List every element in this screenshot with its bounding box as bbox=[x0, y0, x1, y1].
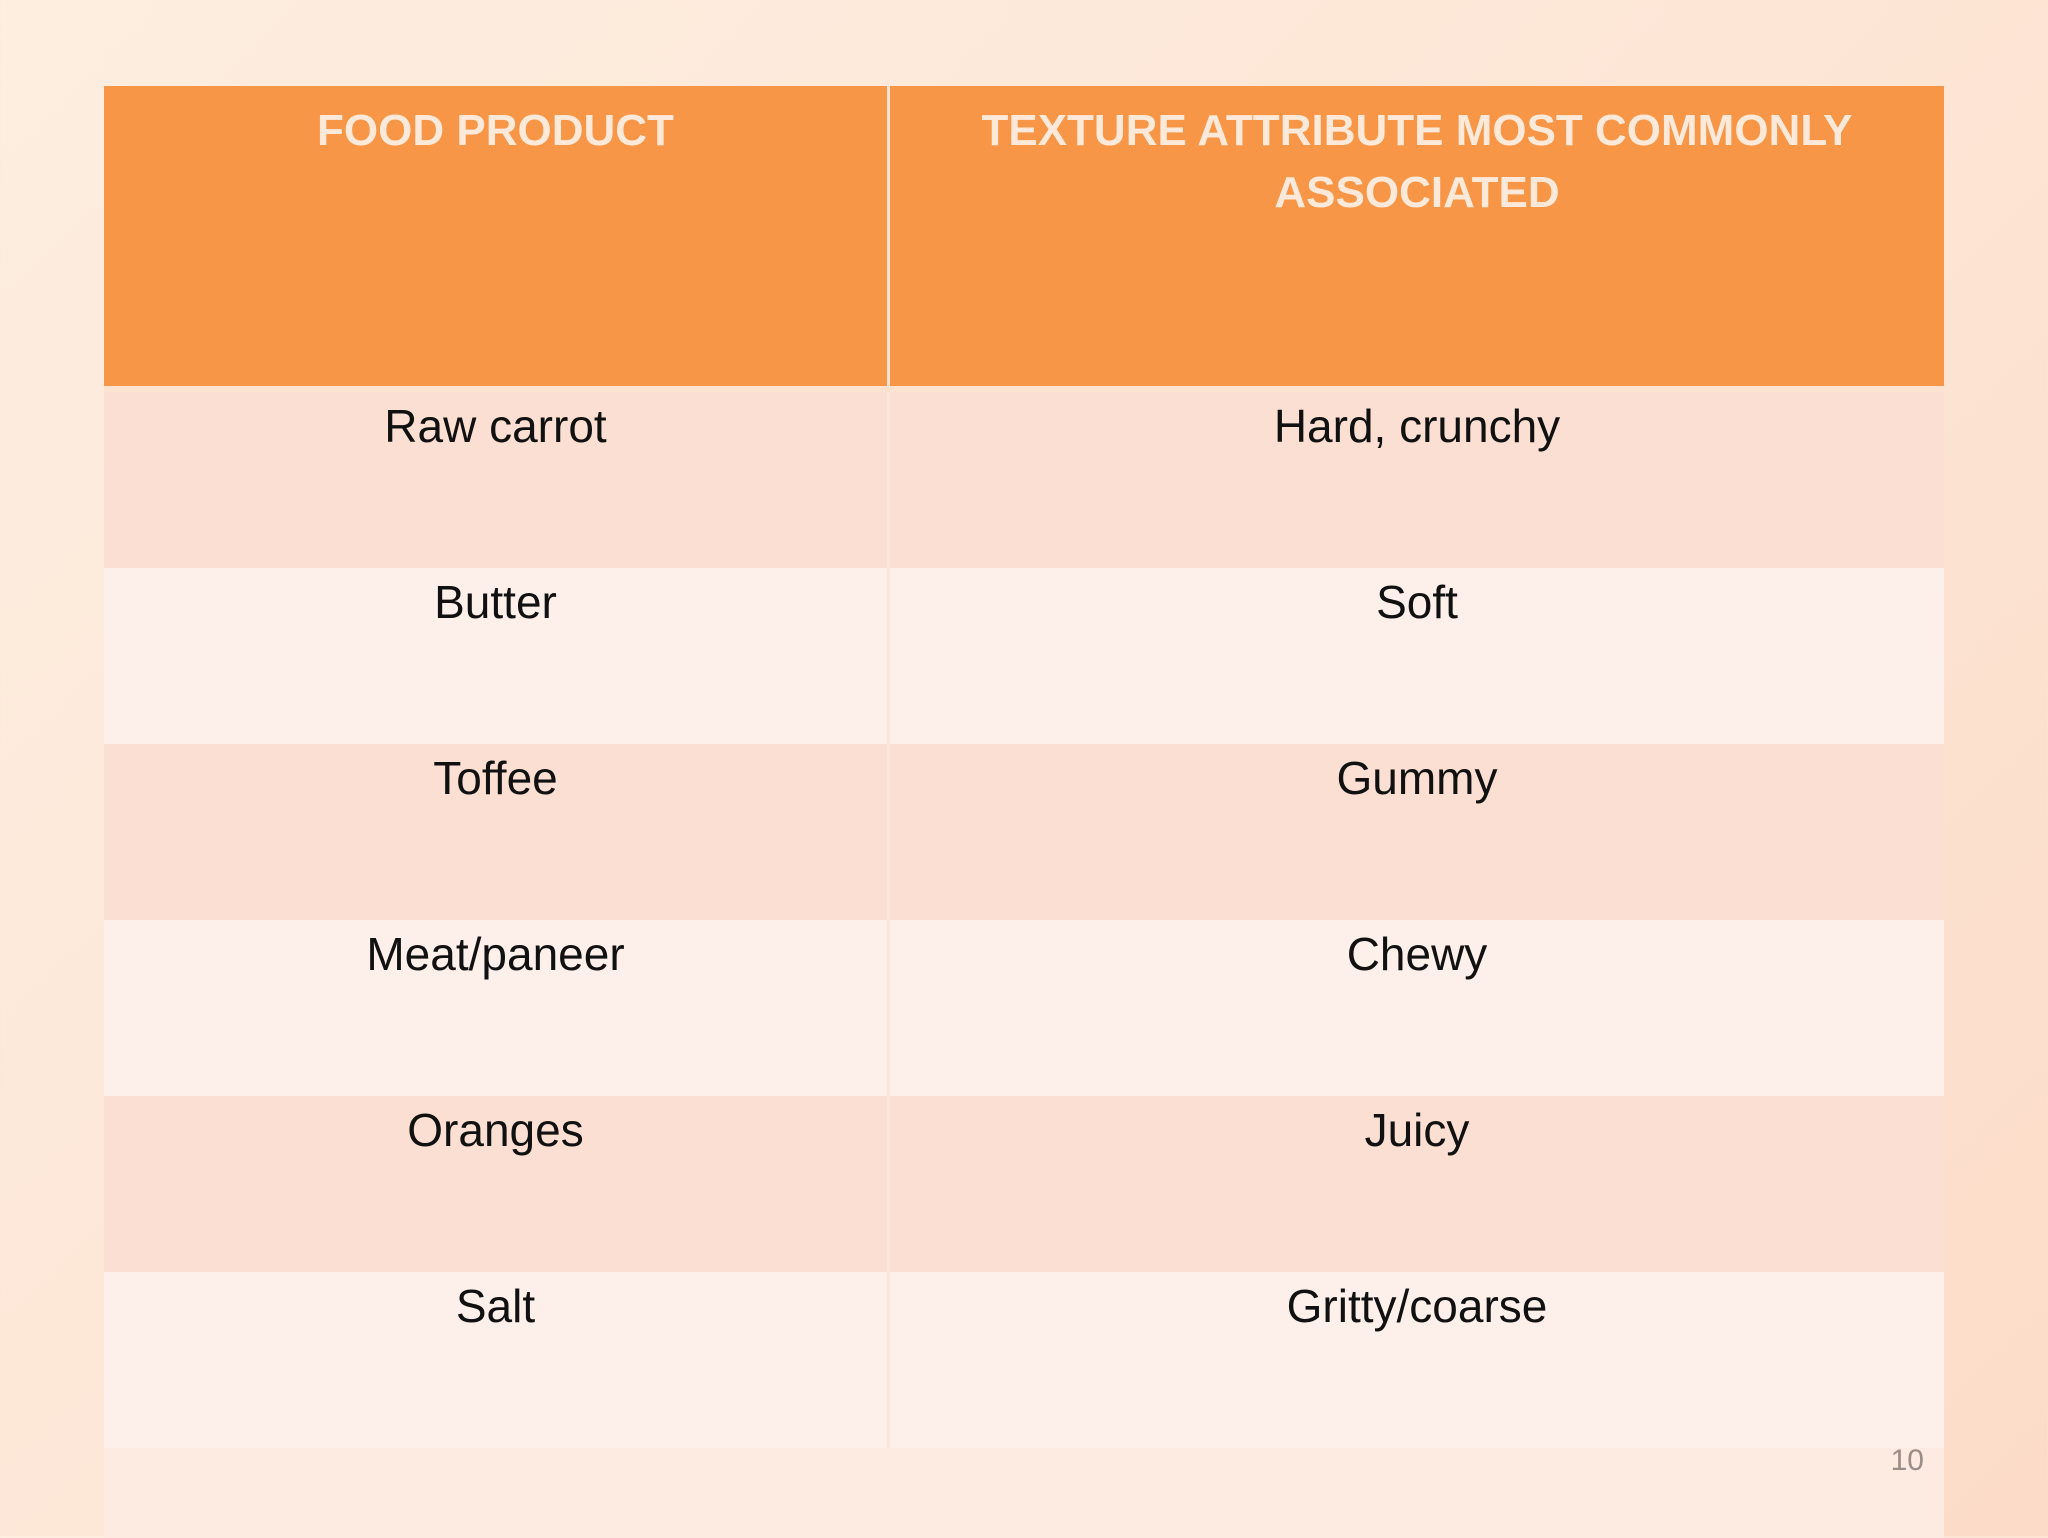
table-tail bbox=[104, 1448, 1944, 1538]
header-texture-attribute: TEXTURE ATTRIBUTE MOST COMMONLY ASSOCIAT… bbox=[887, 86, 1944, 386]
texture-cell: Hard, crunchy bbox=[887, 392, 1944, 568]
texture-cell: Gummy bbox=[887, 744, 1944, 920]
texture-cell: Chewy bbox=[887, 920, 1944, 1096]
table-row: Salt Gritty/coarse bbox=[104, 1272, 1944, 1448]
table-row: Butter Soft bbox=[104, 568, 1944, 744]
texture-cell: Soft bbox=[887, 568, 1944, 744]
food-product-cell: Oranges bbox=[407, 1104, 584, 1156]
food-product-cell: Raw carrot bbox=[384, 400, 607, 452]
table-row: Meat/paneer Chewy bbox=[104, 920, 1944, 1096]
food-product-cell: Salt bbox=[455, 1280, 536, 1332]
table-row: Raw carrot Hard, crunchy bbox=[104, 392, 1944, 568]
table-row: Toffee Gummy bbox=[104, 744, 1944, 920]
header-food-product: FOOD PRODUCT bbox=[317, 106, 674, 155]
table-row: Oranges Juicy bbox=[104, 1096, 1944, 1272]
texture-table: FOOD PRODUCT TEXTURE ATTRIBUTE MOST COMM… bbox=[104, 86, 1944, 1538]
food-product-cell: Toffee bbox=[433, 752, 558, 804]
texture-cell: Juicy bbox=[887, 1096, 1944, 1272]
page-number: 10 bbox=[1890, 1444, 1924, 1477]
table-header-row: FOOD PRODUCT TEXTURE ATTRIBUTE MOST COMM… bbox=[104, 86, 1944, 392]
food-product-cell: Butter bbox=[434, 576, 557, 628]
food-product-cell: Meat/paneer bbox=[366, 928, 625, 980]
texture-cell: Gritty/coarse bbox=[887, 1272, 1944, 1448]
